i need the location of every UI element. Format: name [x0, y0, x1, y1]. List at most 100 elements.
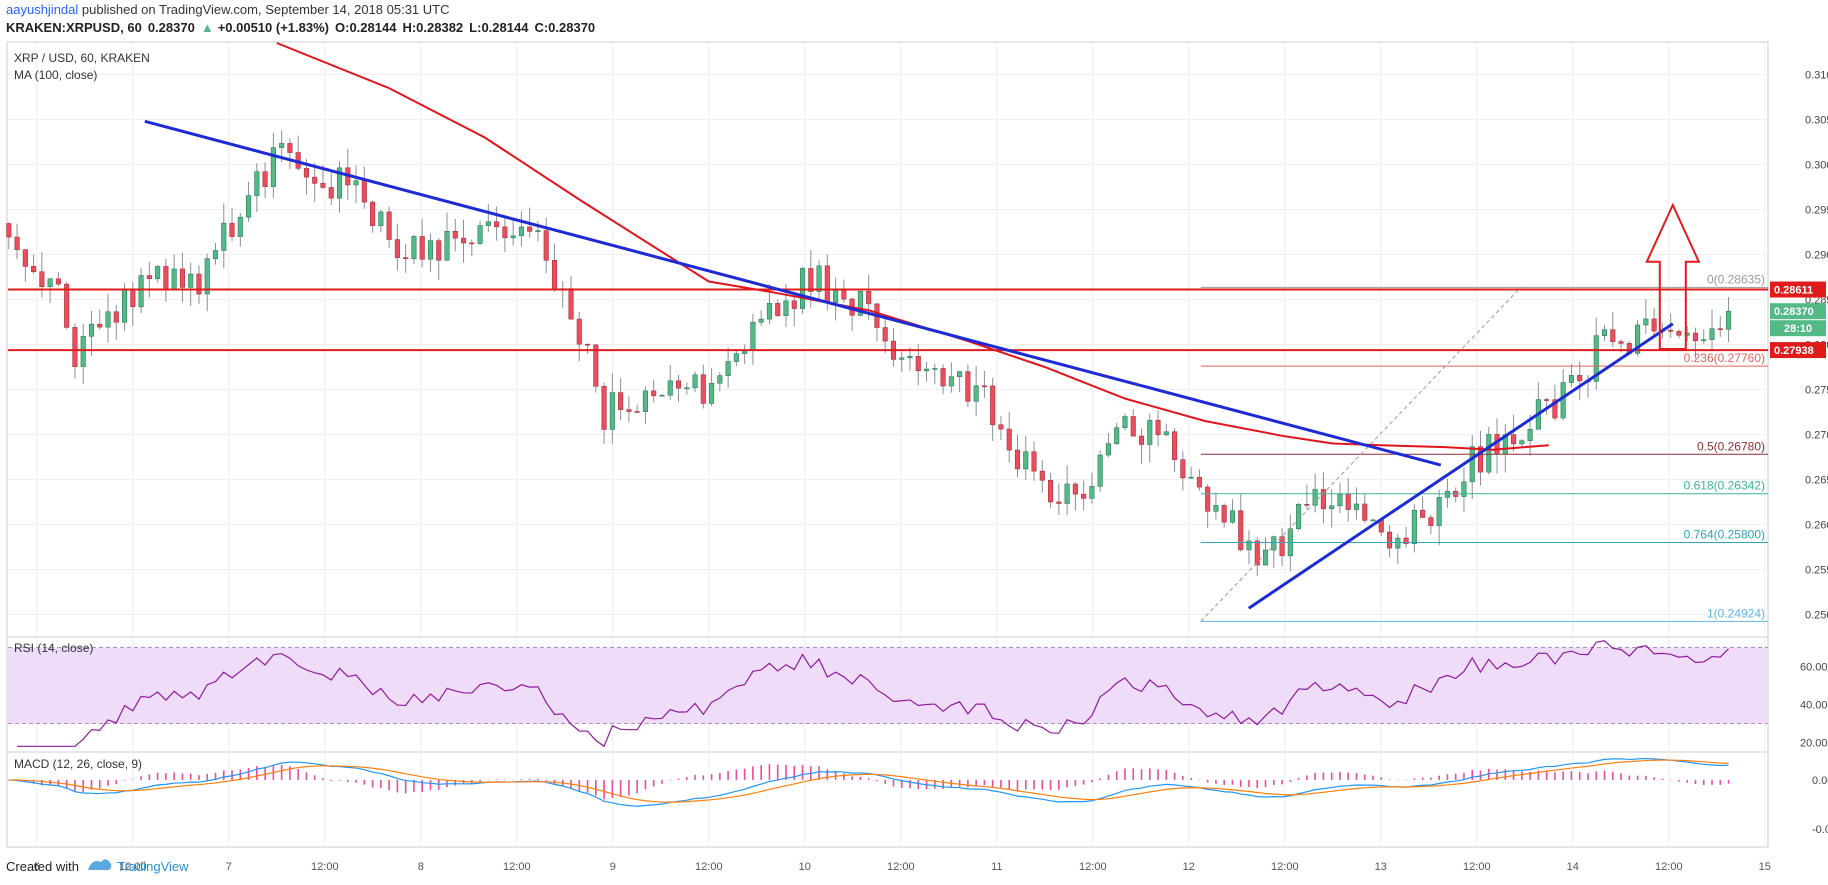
candle-up[interactable]: [1213, 492, 1219, 520]
candle-down[interactable]: [551, 243, 558, 292]
candle-up[interactable]: [353, 165, 359, 204]
candle-up[interactable]: [212, 243, 219, 265]
ma-100-line[interactable]: [276, 42, 1549, 451]
candle-down[interactable]: [494, 206, 500, 241]
candle-up[interactable]: [1312, 473, 1318, 513]
candle-down[interactable]: [22, 248, 28, 282]
candle-up[interactable]: [1246, 530, 1252, 565]
ma-legend[interactable]: MA (100, close): [14, 68, 97, 82]
candle-down[interactable]: [849, 297, 855, 331]
rsi-pane[interactable]: [8, 640, 1768, 748]
signal-line[interactable]: [8, 759, 1729, 803]
candle-up[interactable]: [1114, 423, 1120, 445]
up-arrow-icon[interactable]: [1645, 202, 1701, 350]
candle-down[interactable]: [1453, 487, 1459, 503]
candle-up[interactable]: [733, 350, 739, 367]
candle-up[interactable]: [1064, 465, 1070, 516]
candle-up[interactable]: [1296, 503, 1302, 531]
candle-up[interactable]: [932, 363, 938, 385]
candle-up[interactable]: [684, 382, 690, 395]
candle-up[interactable]: [560, 280, 566, 308]
candle-down[interactable]: [1130, 408, 1136, 437]
candle-down[interactable]: [618, 378, 624, 421]
candle-up[interactable]: [378, 209, 384, 233]
candle-down[interactable]: [419, 218, 425, 268]
candle-down[interactable]: [262, 162, 268, 199]
candle-down[interactable]: [576, 311, 582, 361]
candle-up[interactable]: [427, 233, 434, 272]
candle-down[interactable]: [130, 281, 136, 327]
candle-down[interactable]: [1031, 441, 1037, 481]
candle-up[interactable]: [246, 181, 252, 222]
candle-down[interactable]: [1420, 495, 1426, 518]
candle-down[interactable]: [295, 135, 301, 171]
candle-up[interactable]: [1411, 504, 1417, 553]
candle-up[interactable]: [444, 212, 450, 261]
macd-line[interactable]: [8, 757, 1729, 807]
candle-down[interactable]: [31, 254, 37, 274]
candle-up[interactable]: [237, 213, 243, 247]
candle-down[interactable]: [1304, 484, 1310, 510]
candle-up[interactable]: [948, 362, 954, 393]
candle-down[interactable]: [1155, 410, 1161, 447]
candle-up[interactable]: [1395, 533, 1401, 565]
candle-down[interactable]: [502, 215, 508, 253]
candle-up[interactable]: [1105, 433, 1111, 458]
candle-up[interactable]: [1353, 487, 1360, 520]
candle-down[interactable]: [386, 206, 392, 248]
price-pane[interactable]: 0(0.28635) 0.236(0.27760) 0.5(0.26780) 0.61…: [6, 42, 1768, 622]
candle-up[interactable]: [105, 293, 111, 343]
candle-up[interactable]: [1329, 489, 1335, 528]
candle-down[interactable]: [634, 404, 640, 413]
candle-up[interactable]: [1370, 518, 1376, 522]
candle-up[interactable]: [1469, 435, 1475, 500]
bearish-trend-line[interactable]: [144, 119, 1442, 467]
candle-up[interactable]: [758, 310, 764, 327]
candle-down[interactable]: [312, 162, 318, 202]
candle-down[interactable]: [361, 166, 367, 209]
candle-up[interactable]: [642, 386, 648, 425]
candle-up[interactable]: [155, 265, 161, 283]
candle-down[interactable]: [1477, 430, 1484, 486]
candle-down[interactable]: [1138, 428, 1145, 465]
candle-down[interactable]: [1254, 537, 1260, 576]
candle-up[interactable]: [973, 366, 979, 417]
candle-up[interactable]: [1701, 329, 1707, 344]
macd-legend[interactable]: MACD (12, 26, close, 9): [14, 757, 142, 771]
candle-up[interactable]: [1023, 435, 1029, 480]
candle-up[interactable]: [270, 132, 276, 198]
candle-down[interactable]: [874, 302, 880, 342]
candle-down[interactable]: [403, 243, 409, 273]
candle-down[interactable]: [229, 207, 235, 242]
candle-down[interactable]: [394, 223, 400, 271]
bullish-trend-line[interactable]: [1247, 322, 1674, 610]
candle-up[interactable]: [1089, 472, 1095, 504]
candle-up[interactable]: [1593, 317, 1599, 390]
candle-up[interactable]: [1122, 413, 1128, 431]
candle-up[interactable]: [907, 347, 913, 371]
candle-down[interactable]: [1544, 397, 1550, 415]
candle-down[interactable]: [990, 377, 996, 441]
candle-up[interactable]: [1271, 535, 1277, 568]
candle-up[interactable]: [254, 163, 260, 213]
candle-up[interactable]: [725, 347, 731, 388]
candle-down[interactable]: [998, 416, 1004, 441]
candle-up[interactable]: [1709, 309, 1715, 349]
candle-down[interactable]: [1221, 503, 1227, 528]
author-link[interactable]: aayushjindal: [6, 2, 78, 17]
candle-up[interactable]: [717, 371, 723, 392]
candle-up[interactable]: [477, 220, 483, 246]
candle-up[interactable]: [1147, 413, 1153, 463]
candle-down[interactable]: [1279, 528, 1285, 567]
candle-down[interactable]: [1072, 481, 1078, 511]
candle-down[interactable]: [55, 272, 61, 287]
candle-up[interactable]: [709, 368, 715, 406]
candle-down[interactable]: [1386, 525, 1393, 558]
candle-down[interactable]: [452, 218, 458, 252]
candle-down[interactable]: [1651, 307, 1657, 338]
candle-up[interactable]: [923, 361, 930, 382]
candle-up[interactable]: [659, 394, 665, 397]
candle-down[interactable]: [1205, 484, 1211, 529]
rsi-line[interactable]: [17, 640, 1729, 748]
